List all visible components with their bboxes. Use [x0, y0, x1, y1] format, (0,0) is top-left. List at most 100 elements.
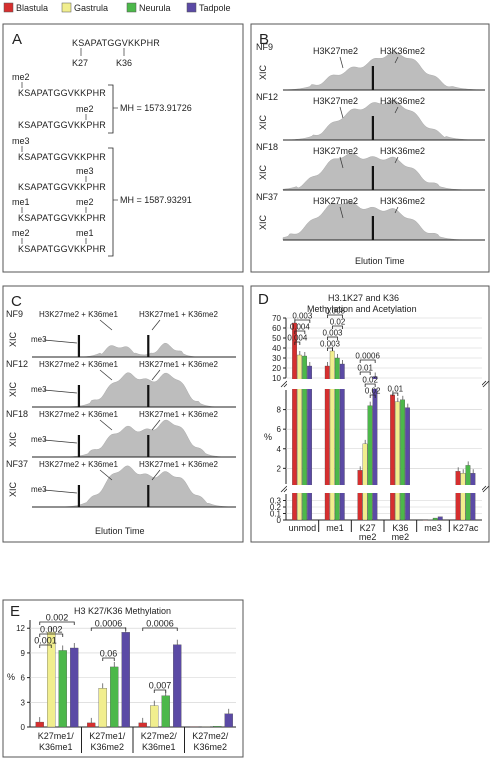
group2-row3-seq: KSAPATGGVKKPHR — [18, 213, 106, 223]
e-ytick-label: 6 — [21, 674, 26, 683]
group2-row3-mod2: me2 — [76, 197, 94, 207]
e-bar-blastula — [87, 722, 96, 728]
panel-d-title: H3.1K27 and K36 — [328, 293, 399, 303]
d-ytick-label: 8 — [277, 406, 282, 415]
d-bar-blastula — [357, 470, 363, 521]
d-break-gap — [287, 379, 482, 389]
panel-e-letter: E — [10, 603, 20, 620]
e-bar-tadpole — [121, 632, 130, 728]
e-category-label: K36me2 — [193, 742, 227, 752]
e-pvalue-label: 0.0006 — [95, 619, 123, 629]
d-ytick-label: 0.1 — [270, 510, 282, 519]
legend-swatch-blastula — [3, 2, 14, 13]
b-peak2-label-NF12: H3K36me2 — [380, 96, 425, 106]
d-pvalue-label: 0.0006 — [355, 352, 380, 361]
legend: Blastula Gastrula Neurula Tadpole — [3, 2, 231, 13]
peptide-sequence: KSAPATGGVKKPHR — [72, 38, 160, 48]
e-pvalue-label: 0.06 — [100, 649, 118, 659]
group2-bracket — [108, 147, 114, 257]
c-ylabel-NF18: XIC — [8, 431, 18, 447]
b-peak1-lead-NF12 — [339, 106, 344, 119]
e-pvalue-bracket — [39, 633, 64, 637]
c-peak1-lead-NF12 — [99, 369, 113, 381]
legend-label-tadpole: Tadpole — [199, 3, 231, 13]
c-peak1-lead-NF9 — [99, 319, 113, 331]
legend-label-blastula: Blastula — [16, 3, 48, 13]
c-ylabel-NF12: XIC — [8, 381, 18, 397]
d-pvalue-bracket — [364, 383, 376, 387]
e-bar-blastula — [138, 722, 147, 728]
panel-c-letter: C — [11, 293, 22, 310]
b-stage-NF18: NF18 — [256, 142, 278, 152]
group2-row3-mod1: me1 — [12, 197, 30, 207]
group2-row4-mod1: me2 — [12, 228, 30, 238]
group2-row4-mod2: me1 — [76, 228, 94, 238]
d-pvalue-label: 0.003 — [322, 329, 343, 338]
e-bar-blastula — [35, 721, 44, 728]
d-ytick-label: 10 — [272, 374, 281, 383]
e-bar-neurula — [58, 650, 67, 728]
e-bar-gastrula — [98, 688, 107, 728]
b-peak1-label-NF9: H3K27me2 — [313, 46, 358, 56]
d-pvalue-bracket — [327, 336, 338, 340]
panel-b-xlabel: Elution Time — [355, 256, 405, 266]
c-me3-lead-NF9 — [43, 339, 77, 344]
panel-b-letter: B — [259, 31, 269, 48]
panel-b: B NF9 XIC H3K27me2 H3K36me2 NF12 XIC H3K27me2 H… — [250, 23, 490, 273]
panel-a-frame — [2, 23, 244, 273]
d-pvalue-bracket — [359, 359, 376, 363]
b-peak1-label-NF12: H3K27me2 — [313, 96, 358, 106]
d-pvalue-label: 0.02 — [362, 376, 378, 385]
c-ylabel-NF9: XIC — [8, 331, 18, 347]
e-pvalue-bracket — [102, 657, 115, 661]
c-peak1-label-NF9: H3K27me2 + K36me1 — [39, 310, 118, 319]
d-category-label: unmod — [289, 523, 317, 533]
d-pvalue-bracket — [392, 392, 399, 396]
mh-1587: MH = 1587.93291 — [120, 195, 192, 205]
d-category-label: me2 — [359, 532, 377, 542]
d-ytick-label: 2 — [277, 464, 282, 473]
d-ylabel: % — [264, 432, 272, 442]
c-me3-label-NF12: me3 — [31, 385, 47, 394]
d-pvalue-label: 0.02 — [365, 387, 381, 396]
d-ytick-label: 40 — [272, 344, 281, 353]
panel-e-title: H3 K27/K36 Methylation — [74, 606, 171, 616]
e-ytick-label: 9 — [21, 649, 26, 658]
c-me3-label-NF37: me3 — [31, 485, 47, 494]
b-peak2-lead-NF18 — [394, 156, 399, 164]
d-bar-neurula — [367, 405, 373, 521]
panel-e: E H3 K27/K36 Methylation 0 3 6 9 12% K27me1/K… — [2, 599, 244, 758]
d-bar-gastrula — [460, 473, 466, 521]
k27-label: K27 — [72, 58, 88, 68]
c-me3-lead-NF12 — [43, 389, 77, 394]
e-bar-tadpole — [70, 647, 79, 728]
group2-row2-seq: KSAPATGGVKKPHR — [18, 182, 106, 192]
d-pvalue-label: 0.004 — [287, 334, 308, 343]
mh-1573: MH = 1573.91726 — [120, 103, 192, 113]
panel-c: C NF9 XIC me3 H3K27me2 + K36me1 H3K27me1 + K… — [2, 285, 244, 543]
c-peak2-label-NF12: H3K27me1 + K36me2 — [139, 360, 218, 369]
panel-d: D H3.1K27 and K36 Methylation and Acetyl… — [250, 285, 490, 543]
d-pvalue-bracket — [327, 347, 333, 351]
e-pvalue-bracket — [142, 627, 178, 631]
c-stage-NF12: NF12 — [6, 359, 28, 369]
d-pvalue-bracket — [294, 341, 301, 345]
b-ylabel-NF12: XIC — [258, 114, 268, 130]
c-peak2-lead-NF18 — [151, 419, 161, 431]
c-peak1-lead-NF18 — [99, 419, 113, 431]
b-stage-NF9: NF9 — [256, 42, 273, 52]
legend-label-neurula: Neurula — [139, 3, 171, 13]
e-ylabel: % — [7, 672, 15, 682]
d-category-label: K27 — [360, 523, 376, 533]
group1-row2-mod: me2 — [76, 104, 94, 114]
c-stage-NF37: NF37 — [6, 459, 28, 469]
e-pvalue-label: 0.0006 — [146, 619, 174, 629]
c-me3-label-NF18: me3 — [31, 435, 47, 444]
e-bar-tadpole — [224, 713, 233, 728]
legend-swatch-gastrula — [61, 2, 72, 13]
e-pvalue-label: 0.001 — [34, 636, 57, 646]
d-pvalue-label: 0.02 — [330, 318, 346, 327]
d-bar-gastrula — [395, 401, 400, 521]
c-peak1-label-NF12: H3K27me2 + K36me1 — [39, 360, 118, 369]
group2-row1-mod: me3 — [12, 136, 30, 146]
